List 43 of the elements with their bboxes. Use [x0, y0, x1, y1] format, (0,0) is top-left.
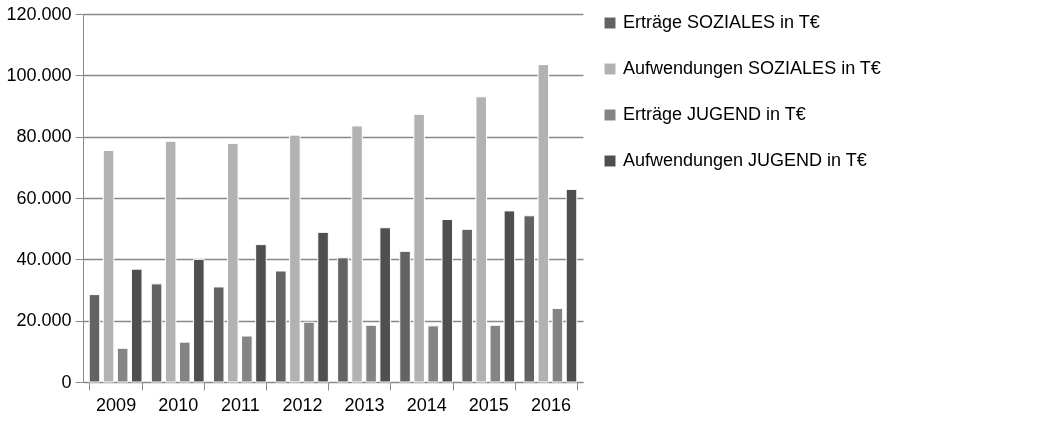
legend-label: Aufwendungen SOZIALES in T€	[623, 58, 881, 78]
y-tick-label: 0	[61, 371, 72, 392]
x-tick-label: 2014	[406, 394, 447, 415]
x-tick-label: 2009	[96, 394, 137, 415]
x-tick-label: 2016	[530, 394, 571, 415]
bar	[102, 149, 115, 383]
bar	[503, 210, 516, 383]
x-tick-label: 2010	[158, 394, 199, 415]
bar	[337, 257, 349, 383]
bar	[441, 218, 454, 383]
bar	[227, 142, 239, 383]
bar	[399, 250, 411, 383]
bar	[413, 113, 425, 383]
bar	[351, 125, 363, 383]
bar	[379, 227, 391, 383]
x-tick-label: 2012	[282, 394, 323, 415]
bar	[193, 258, 205, 383]
bar	[275, 270, 287, 383]
bar	[212, 286, 225, 383]
bar	[88, 294, 101, 383]
bar	[255, 244, 267, 383]
x-tick-label: 2013	[344, 394, 385, 415]
legend-label: Erträge SOZIALES in T€	[623, 12, 820, 32]
y-tick-label: 120.000	[6, 3, 72, 24]
bar	[289, 134, 301, 383]
y-tick-label: 40.000	[16, 248, 72, 269]
bar	[461, 228, 473, 383]
y-tick-label: 60.000	[16, 187, 72, 208]
bar	[537, 64, 550, 383]
y-tick-label: 80.000	[16, 126, 72, 147]
bar	[523, 215, 536, 383]
bar	[164, 140, 177, 383]
x-tick-label: 2011	[220, 394, 260, 415]
bar	[317, 231, 329, 383]
y-tick-label: 100.000	[6, 64, 72, 85]
legend-label: Erträge JUGEND in T€	[623, 104, 806, 124]
x-tick-label: 2015	[468, 394, 509, 415]
y-tick-label: 20.000	[16, 310, 72, 331]
bar	[565, 188, 578, 383]
bar	[130, 268, 143, 383]
legend-label: Aufwendungen JUGEND in T€	[623, 150, 867, 170]
bar	[475, 96, 488, 383]
bar	[150, 283, 163, 383]
